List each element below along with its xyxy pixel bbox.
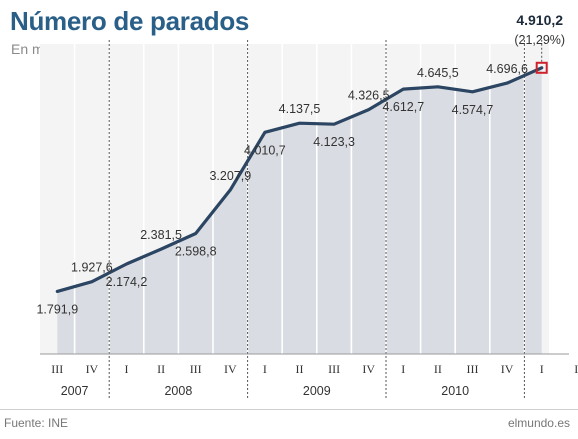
data-label: 4.123,3 — [313, 135, 355, 149]
data-label: 4.010,7 — [244, 143, 286, 157]
quarter-tick-label: IV — [501, 362, 514, 376]
quarter-tick-label: II — [157, 362, 165, 376]
data-label: 1.791,9 — [36, 302, 78, 316]
data-label-percent: (21,29%) — [514, 33, 565, 47]
data-label: 4.137,5 — [279, 102, 321, 116]
data-label: 4.696,6 — [486, 62, 528, 76]
data-label: 2.174,2 — [106, 275, 148, 289]
series-line — [55, 66, 544, 293]
quarter-tick-label: III — [51, 362, 63, 376]
data-label: 4.574,7 — [452, 103, 494, 117]
quarter-tick-label: IV — [224, 362, 237, 376]
highlight-marker — [535, 61, 548, 74]
quarter-tick-label: I — [125, 362, 129, 376]
data-label: 3.207,9 — [209, 169, 251, 183]
quarter-tick-label: I — [263, 362, 267, 376]
brand-credit: elmundo.es — [507, 416, 570, 430]
quarter-tick-label: IV — [362, 362, 375, 376]
data-label: 2.598,8 — [175, 245, 217, 259]
data-label: 4.326,5 — [348, 89, 390, 103]
year-label: 2008 — [164, 384, 192, 398]
quarter-tick-label: I — [401, 362, 405, 376]
chart-title: Número de parados — [10, 6, 250, 36]
quarter-tick-label: II — [434, 362, 442, 376]
year-label: 2009 — [303, 384, 331, 398]
data-label: 1.927,6 — [71, 261, 113, 275]
data-label: 4.612,7 — [382, 100, 424, 114]
quarter-tick-label: III — [467, 362, 479, 376]
year-label: 2007 — [61, 384, 89, 398]
quarter-tick-label: III — [328, 362, 340, 376]
source-note: Fuente: INE — [4, 416, 69, 430]
data-label: 4.645,5 — [417, 66, 459, 80]
data-label-highlight: 4.910,2 — [516, 12, 563, 28]
data-label: 2.381,5 — [140, 228, 182, 242]
quarter-tick-label: IV — [86, 362, 99, 376]
year-label: 2010 — [441, 384, 469, 398]
footer-divider — [0, 409, 578, 410]
quarter-tick-label: II — [296, 362, 304, 376]
quarter-tick-label: III — [190, 362, 202, 376]
quarter-tick-label: I — [574, 362, 578, 376]
quarter-tick-label: I — [540, 362, 544, 376]
